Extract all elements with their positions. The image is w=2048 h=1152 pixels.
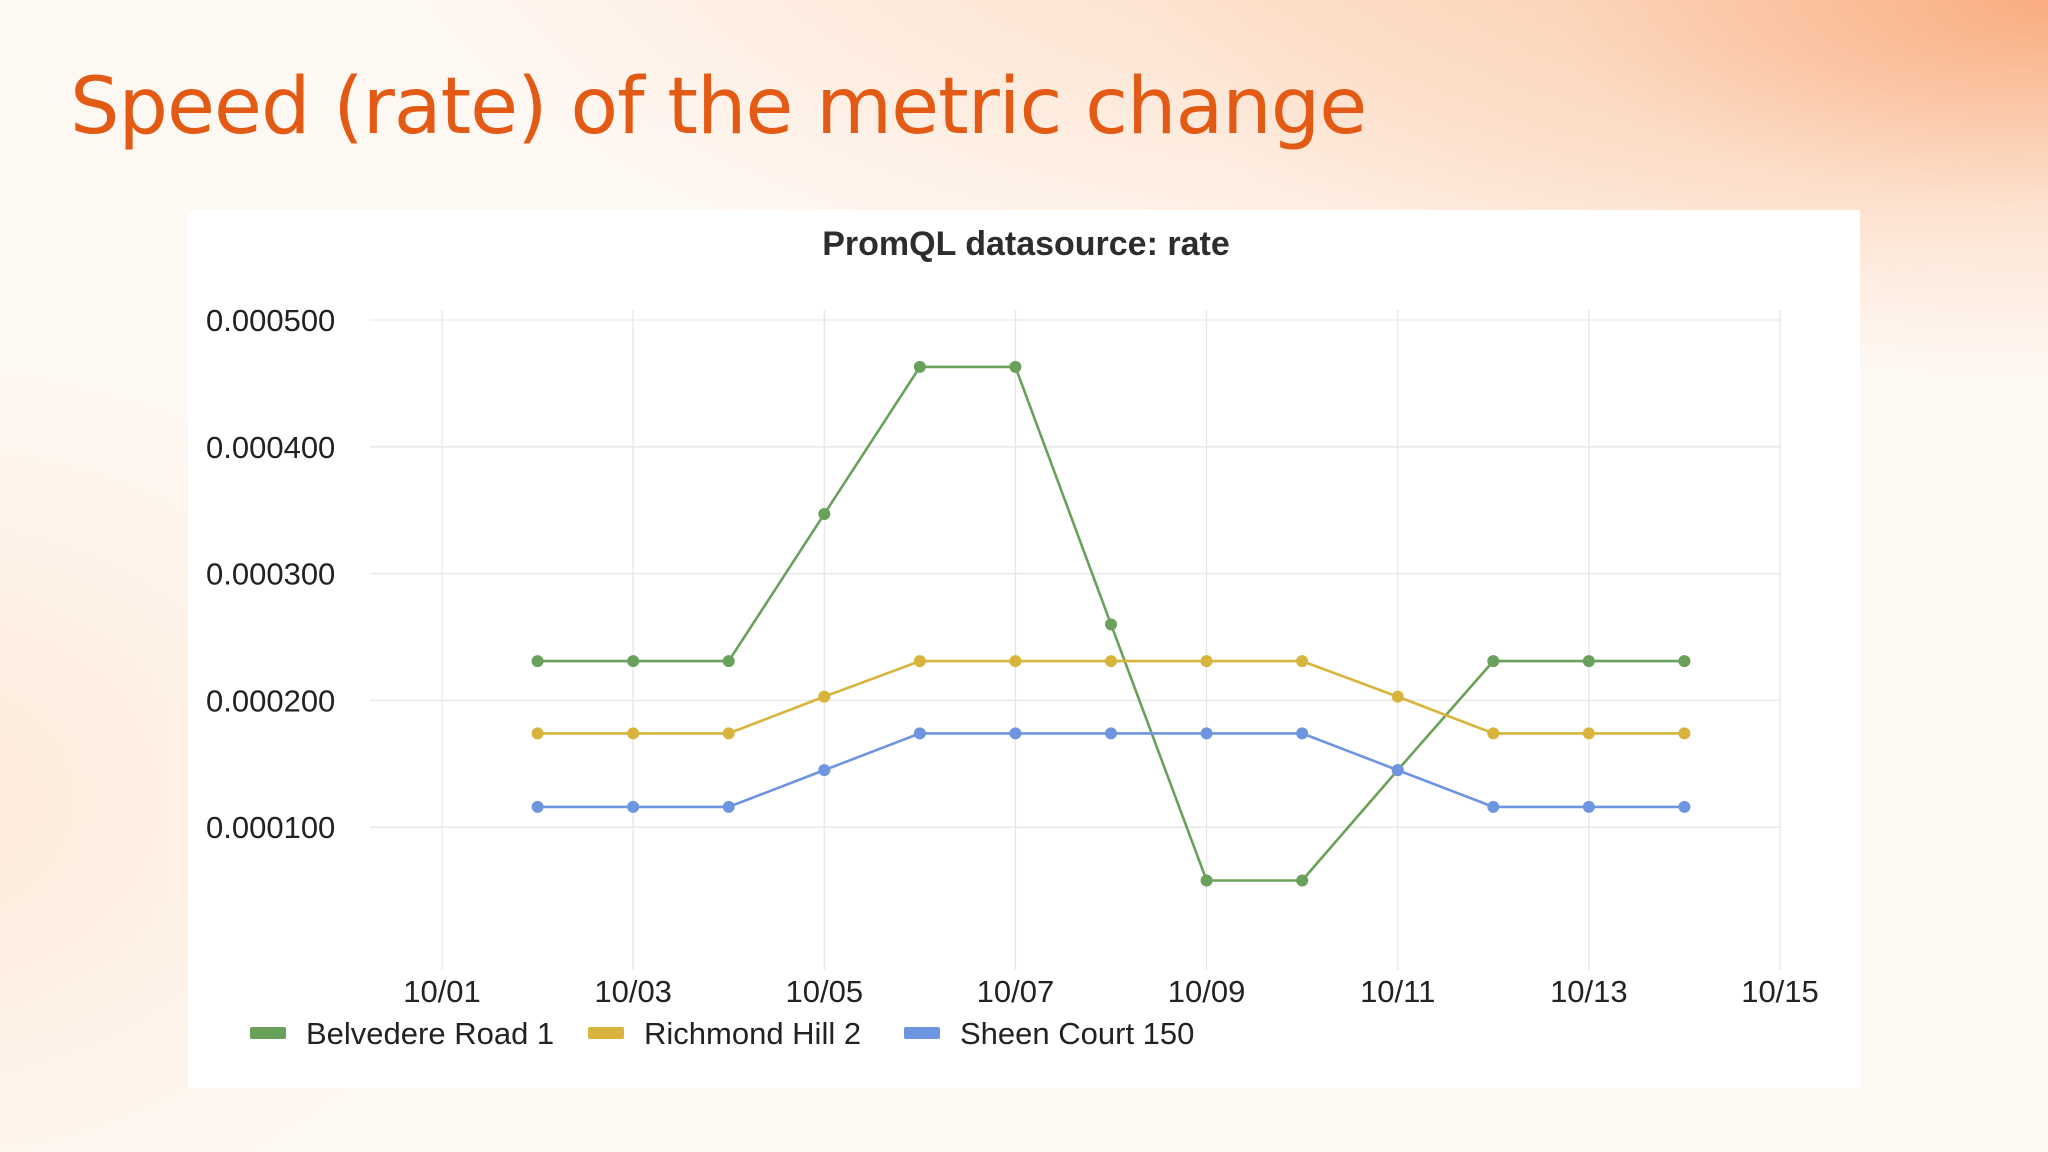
data-point[interactable] <box>1009 727 1022 740</box>
series-group <box>531 360 1691 887</box>
chart-title: PromQL datasource: rate <box>822 225 1230 263</box>
data-point[interactable] <box>818 764 831 777</box>
axes: 0.000100 0.000200 0.000300 0.000400 0.000500… <box>206 303 1819 1009</box>
data-point[interactable] <box>1391 764 1404 777</box>
data-point[interactable] <box>1582 800 1595 813</box>
data-point[interactable] <box>722 800 735 813</box>
legend-swatch <box>904 1027 940 1039</box>
data-point[interactable] <box>1296 874 1309 887</box>
x-tick-label: 10/01 <box>403 974 481 1009</box>
data-point[interactable] <box>913 360 926 373</box>
x-tick-label: 10/05 <box>785 974 863 1009</box>
line-chart: PromQL datasource: rate 0.000100 0.000200… <box>206 225 1819 1051</box>
data-point[interactable] <box>1678 800 1691 813</box>
data-point[interactable] <box>1200 655 1213 668</box>
data-point[interactable] <box>1296 727 1309 740</box>
data-point[interactable] <box>1582 655 1595 668</box>
data-point[interactable] <box>531 727 544 740</box>
data-point[interactable] <box>722 655 735 668</box>
data-point[interactable] <box>818 508 831 521</box>
data-point[interactable] <box>913 655 926 668</box>
series-line <box>537 659 1685 735</box>
data-point[interactable] <box>1487 655 1500 668</box>
y-tick-label: 0.000100 <box>206 810 335 845</box>
y-tick-label: 0.000500 <box>206 303 335 338</box>
slide-title: Speed (rate) of the metric change <box>70 62 1367 152</box>
x-tick-label: 10/15 <box>1741 974 1819 1009</box>
data-point[interactable] <box>1200 727 1213 740</box>
data-point[interactable] <box>1105 618 1117 631</box>
data-point[interactable] <box>531 800 544 813</box>
legend-label: Sheen Court 150 <box>960 1016 1194 1051</box>
data-point[interactable] <box>531 655 544 668</box>
legend: Belvedere Road 1 Richmond Hill 2 Sheen Cou… <box>250 1016 1194 1051</box>
data-point[interactable] <box>1105 727 1117 740</box>
data-point[interactable] <box>1487 800 1500 813</box>
x-tick-label: 10/11 <box>1360 974 1435 1009</box>
data-point[interactable] <box>1678 727 1691 740</box>
data-point[interactable] <box>1200 874 1213 887</box>
legend-swatch <box>250 1027 286 1039</box>
data-point[interactable] <box>1678 655 1691 668</box>
data-point[interactable] <box>627 727 640 740</box>
y-tick-label: 0.000300 <box>206 557 335 592</box>
legend-item[interactable]: Belvedere Road 1 <box>250 1016 554 1051</box>
data-point[interactable] <box>1009 360 1022 373</box>
series-2 <box>531 655 1691 740</box>
data-point[interactable] <box>818 690 831 703</box>
data-point[interactable] <box>627 655 640 668</box>
legend-item[interactable]: Richmond Hill 2 <box>588 1016 861 1051</box>
x-tick-label: 10/09 <box>1168 974 1246 1009</box>
data-point[interactable] <box>913 727 926 740</box>
series-line <box>537 732 1685 809</box>
x-tick-label: 10/03 <box>594 974 672 1009</box>
data-point[interactable] <box>1391 690 1404 703</box>
y-tick-label: 0.000400 <box>206 430 335 465</box>
chart-panel: PromQL datasource: rate 0.000100 0.000200… <box>188 210 1860 1088</box>
legend-swatch <box>588 1027 624 1039</box>
data-point[interactable] <box>1296 655 1309 668</box>
series-3 <box>531 727 1691 813</box>
y-tick-label: 0.000200 <box>206 683 335 718</box>
legend-label: Belvedere Road 1 <box>306 1016 554 1051</box>
data-point[interactable] <box>1582 727 1595 740</box>
legend-label: Richmond Hill 2 <box>644 1016 861 1051</box>
data-point[interactable] <box>1487 727 1500 740</box>
legend-item[interactable]: Sheen Court 150 <box>904 1016 1194 1051</box>
grid <box>370 310 1781 970</box>
x-tick-label: 10/13 <box>1550 974 1628 1009</box>
data-point[interactable] <box>722 727 735 740</box>
data-point[interactable] <box>627 800 640 813</box>
data-point[interactable] <box>1009 655 1022 668</box>
data-point[interactable] <box>1105 655 1117 668</box>
x-tick-label: 10/07 <box>977 974 1055 1009</box>
